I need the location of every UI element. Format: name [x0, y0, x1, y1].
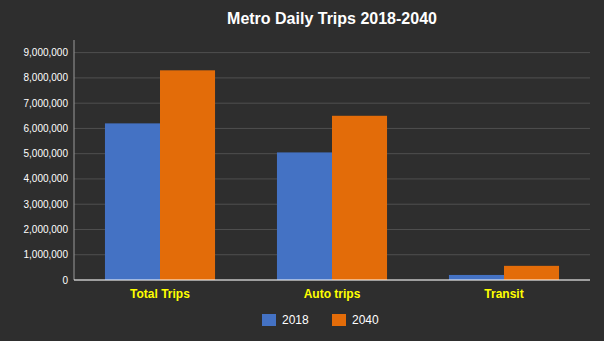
bar [332, 116, 387, 280]
bar [105, 123, 160, 280]
x-tick-label: Auto trips [304, 287, 361, 301]
y-axis-line [74, 40, 75, 280]
x-tick-label: Transit [484, 287, 523, 301]
grid-line [74, 280, 590, 281]
background [0, 0, 604, 341]
bars [105, 70, 559, 280]
y-tick-label: 6,000,000 [24, 123, 69, 134]
legend-label: 2018 [282, 313, 309, 327]
y-tick-label: 9,000,000 [24, 47, 69, 58]
x-tick-label: Total Trips [130, 287, 190, 301]
bar [277, 152, 332, 280]
chart: Metro Daily Trips 2018-2040 0 1,000,000 2,0… [0, 0, 604, 341]
legend: 2018 2040 [262, 313, 379, 327]
y-tick-label: 4,000,000 [24, 173, 69, 184]
legend-swatch [262, 314, 276, 326]
title: Metro Daily Trips 2018-2040 [227, 10, 437, 27]
grid-line [74, 103, 590, 104]
y-tick-label: 8,000,000 [24, 72, 69, 83]
grid-line [74, 77, 590, 78]
y-tick-label: 0 [62, 275, 68, 286]
x-axis-line [74, 280, 590, 281]
legend-swatch [332, 314, 346, 326]
y-tick-label: 2,000,000 [24, 224, 69, 235]
bar [504, 266, 559, 280]
y-tick-label: 5,000,000 [24, 148, 69, 159]
y-tick-label: 7,000,000 [24, 98, 69, 109]
y-tick-label: 3,000,000 [24, 199, 69, 210]
bar [449, 275, 504, 280]
grid-line [74, 52, 590, 53]
legend-label: 2040 [352, 313, 379, 327]
bar [160, 70, 215, 280]
y-tick-label: 1,000,000 [24, 249, 69, 260]
